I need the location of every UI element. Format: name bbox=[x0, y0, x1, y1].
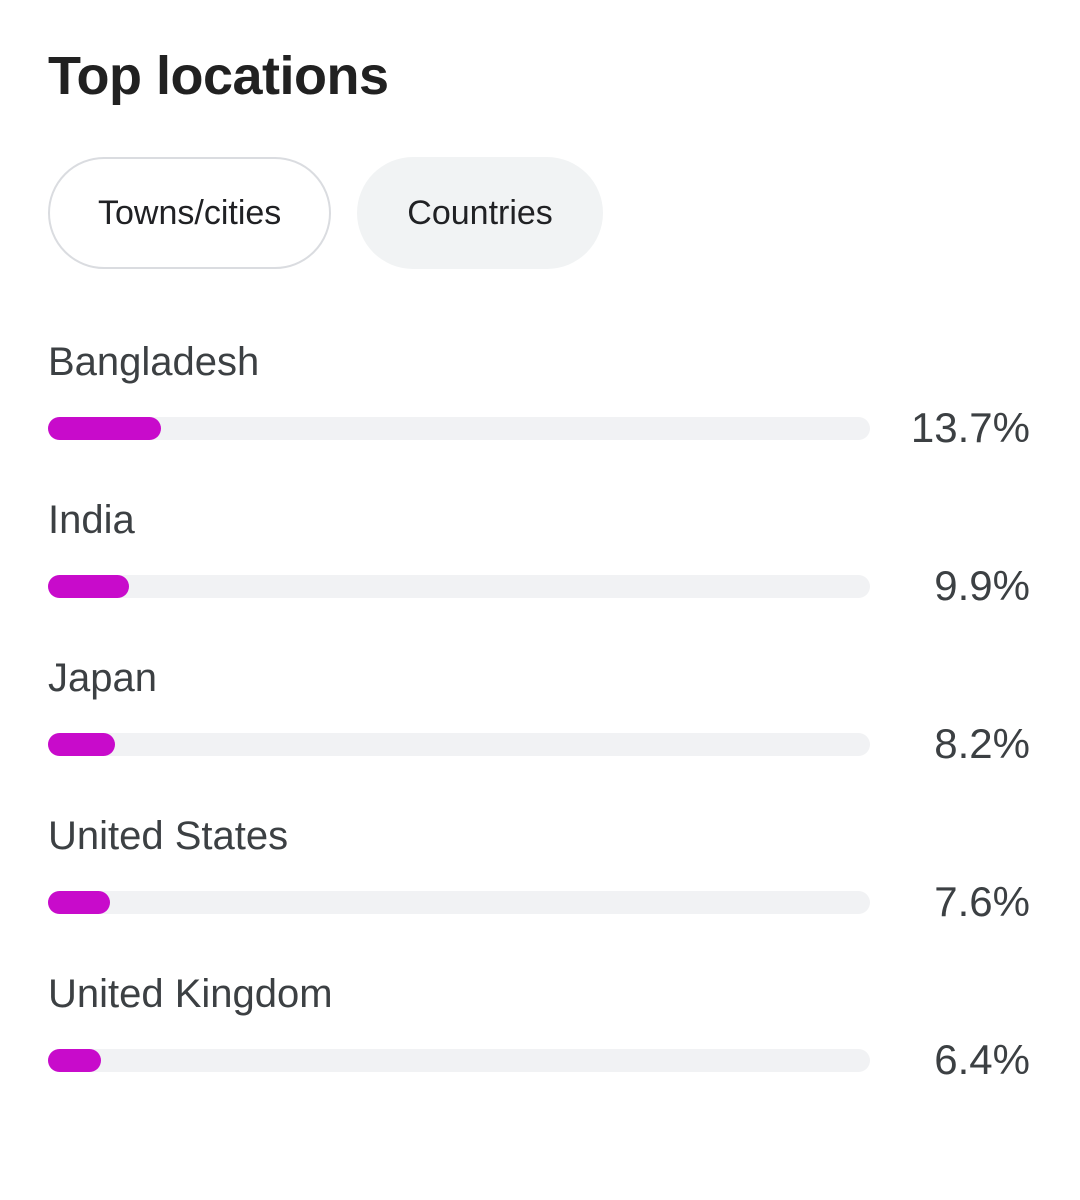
tab-towns-cities-label: Towns/cities bbox=[98, 193, 282, 232]
location-label: Japan bbox=[48, 656, 157, 700]
top-locations-card: Top locations Towns/cities Countries Ban… bbox=[48, 46, 1030, 1085]
location-type-tabs: Towns/cities Countries bbox=[48, 157, 1030, 269]
bar-fill bbox=[48, 732, 116, 756]
bar-fill bbox=[48, 1048, 101, 1072]
percent-value: 8.2% bbox=[934, 720, 1030, 767]
tab-towns-cities[interactable]: Towns/cities bbox=[48, 157, 332, 269]
location-label: Bangladesh bbox=[48, 340, 260, 384]
bar-track bbox=[48, 574, 870, 598]
page-title: Top locations bbox=[48, 46, 389, 106]
location-row: United Kingdom 6.4% bbox=[48, 969, 1030, 1085]
bar-fill bbox=[48, 890, 111, 914]
percent-value: 9.9% bbox=[934, 562, 1030, 609]
tab-countries-label: Countries bbox=[407, 193, 553, 232]
location-label: India bbox=[48, 498, 135, 542]
bar-line: 13.7% bbox=[48, 403, 1030, 453]
location-row: Japan 8.2% bbox=[48, 653, 1030, 769]
tab-countries[interactable]: Countries bbox=[357, 157, 603, 269]
bar-fill bbox=[48, 574, 130, 598]
bar-line: 6.4% bbox=[48, 1035, 1030, 1085]
bar-track bbox=[48, 416, 870, 440]
bar-line: 8.2% bbox=[48, 719, 1030, 769]
bar-fill bbox=[48, 416, 161, 440]
locations-list: Bangladesh 13.7% India 9.9% Japan 8.2% U… bbox=[48, 337, 1030, 1085]
percent-value: 6.4% bbox=[934, 1036, 1030, 1083]
percent-value: 7.6% bbox=[934, 878, 1030, 925]
bar-line: 7.6% bbox=[48, 877, 1030, 927]
location-label: United States bbox=[48, 814, 289, 858]
location-row: United States 7.6% bbox=[48, 811, 1030, 927]
location-label: United Kingdom bbox=[48, 972, 333, 1016]
location-row: Bangladesh 13.7% bbox=[48, 337, 1030, 453]
bar-track bbox=[48, 890, 870, 914]
location-row: India 9.9% bbox=[48, 495, 1030, 611]
bar-track bbox=[48, 732, 870, 756]
bar-track bbox=[48, 1048, 870, 1072]
bar-line: 9.9% bbox=[48, 561, 1030, 611]
percent-value: 13.7% bbox=[910, 404, 1030, 451]
